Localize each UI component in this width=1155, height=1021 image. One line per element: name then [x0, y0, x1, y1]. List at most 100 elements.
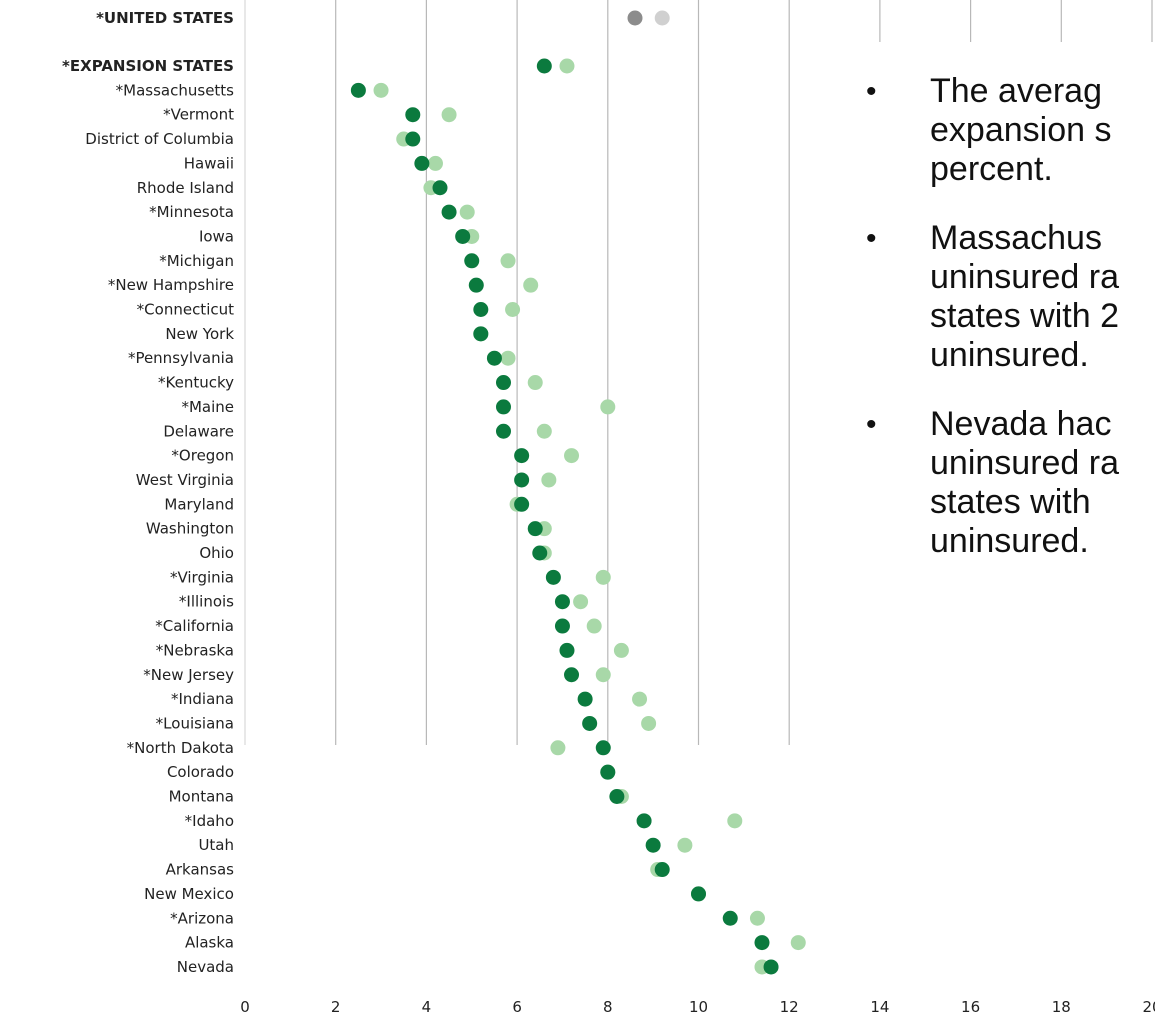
row-label: Rhode Island: [137, 179, 234, 197]
dot-secondary: [427, 155, 443, 171]
row-label: West Virginia: [136, 471, 234, 489]
dot-secondary: [654, 10, 670, 26]
x-tick-label: 20: [1142, 998, 1155, 1016]
x-tick-label: 8: [603, 998, 613, 1016]
dot-primary: [636, 813, 652, 829]
dot-secondary: [632, 691, 648, 707]
row-label: *EXPANSION STATES: [62, 57, 234, 75]
row-label: *California: [155, 617, 234, 635]
dot-primary: [350, 82, 366, 98]
row-label: District of Columbia: [85, 130, 234, 148]
bullet-item-2: • Massachus uninsured ra states with 2 u…: [826, 219, 1155, 375]
row-label: *New Jersey: [143, 666, 234, 684]
dot-primary: [595, 740, 611, 756]
dot-primary: [577, 691, 593, 707]
row-label: Alaska: [185, 934, 234, 952]
bullet-marker: •: [866, 408, 877, 441]
dot-secondary: [586, 618, 602, 634]
dot-primary: [532, 545, 548, 561]
x-tick-label: 18: [1052, 998, 1071, 1016]
dot-primary: [627, 10, 643, 26]
row-label: *New Hampshire: [108, 276, 234, 294]
row-label: Nevada: [177, 958, 234, 976]
row-label: *Massachusetts: [116, 81, 235, 99]
bullet-line: Massachus: [930, 219, 1102, 257]
dot-secondary: [600, 399, 616, 415]
bullet-line: Nevada hac: [930, 405, 1112, 443]
row-label: Iowa: [199, 227, 234, 245]
dot-secondary: [550, 740, 566, 756]
row-label: *Illinois: [179, 593, 234, 611]
dot-secondary: [527, 375, 543, 391]
dot-primary: [554, 594, 570, 610]
state-labels: *UNITED STATES *EXPANSION STATES *Massachu…: [62, 9, 234, 976]
dot-secondary: [523, 277, 539, 293]
row-label: *Virginia: [170, 568, 234, 586]
dot-primary: [468, 277, 484, 293]
x-tick-label: 2: [331, 998, 341, 1016]
row-label: Colorado: [167, 763, 234, 781]
bullet-item-3: • Nevada hac uninsured ra states with un…: [826, 405, 1155, 561]
dot-primary: [473, 326, 489, 342]
row-label: Washington: [146, 520, 234, 538]
row-label: *Arizona: [170, 909, 234, 927]
dot-primary: [486, 350, 502, 366]
dot-secondary: [559, 58, 575, 74]
bullet-line: uninsured.: [930, 522, 1089, 560]
x-tick-label: 12: [780, 998, 799, 1016]
row-label: New York: [165, 325, 234, 343]
dot-secondary: [595, 569, 611, 585]
dot-primary: [763, 959, 779, 975]
row-label: *Michigan: [159, 252, 234, 270]
row-label: *North Dakota: [127, 739, 234, 757]
row-label: *Maine: [181, 398, 234, 416]
dot-primary: [527, 521, 543, 537]
dot-secondary: [573, 594, 589, 610]
x-axis-tick-labels: 0 2 4 6 8 10 12 14 16 18 20: [240, 998, 1155, 1016]
dot-secondary: [500, 350, 516, 366]
row-label: *Nebraska: [156, 641, 234, 659]
dot-primary: [441, 204, 457, 220]
bullet-line: The averag: [930, 72, 1102, 110]
bullet-text-panel: • The averag expansion s percent. • Mass…: [826, 42, 1155, 782]
dot-primary: [514, 496, 530, 512]
dot-primary: [414, 155, 430, 171]
dot-secondary: [790, 935, 806, 951]
row-label: *Pennsylvania: [128, 349, 234, 367]
bullet-line: expansion s: [930, 111, 1112, 149]
dot-primary: [654, 862, 670, 878]
dot-secondary: [505, 302, 521, 317]
dot-primary: [495, 399, 511, 415]
dot-secondary: [500, 253, 516, 269]
dot-primary: [545, 569, 561, 585]
row-label: Montana: [169, 788, 234, 806]
dot-primary: [600, 764, 616, 780]
dot-primary: [495, 375, 511, 391]
dot-secondary: [541, 472, 557, 488]
row-label: *Oregon: [171, 447, 234, 465]
row-label: *Connecticut: [137, 301, 234, 319]
dot-secondary: [536, 423, 552, 439]
dot-primary: [495, 423, 511, 439]
dot-primary: [405, 107, 421, 123]
dot-primary: [564, 667, 580, 683]
row-label: *Minnesota: [149, 203, 234, 221]
row-label: Ohio: [199, 544, 234, 562]
dot-primary: [754, 935, 770, 951]
dot-primary: [691, 886, 706, 902]
x-tick-label: 6: [512, 998, 522, 1016]
dot-primary: [464, 253, 480, 269]
bullet-line: uninsured ra: [930, 444, 1120, 482]
x-tick-label: 14: [870, 998, 889, 1016]
bullet-line: uninsured.: [930, 336, 1089, 374]
dot-secondary: [749, 910, 765, 926]
bullet-item-1: • The averag expansion s percent.: [826, 72, 1155, 189]
dot-secondary: [727, 813, 743, 829]
dot-primary: [645, 837, 661, 853]
data-points: [350, 10, 806, 975]
x-tick-label: 0: [240, 998, 250, 1016]
row-label: *UNITED STATES: [96, 9, 234, 27]
bullet-line: percent.: [930, 150, 1053, 188]
x-tick-label: 16: [961, 998, 980, 1016]
